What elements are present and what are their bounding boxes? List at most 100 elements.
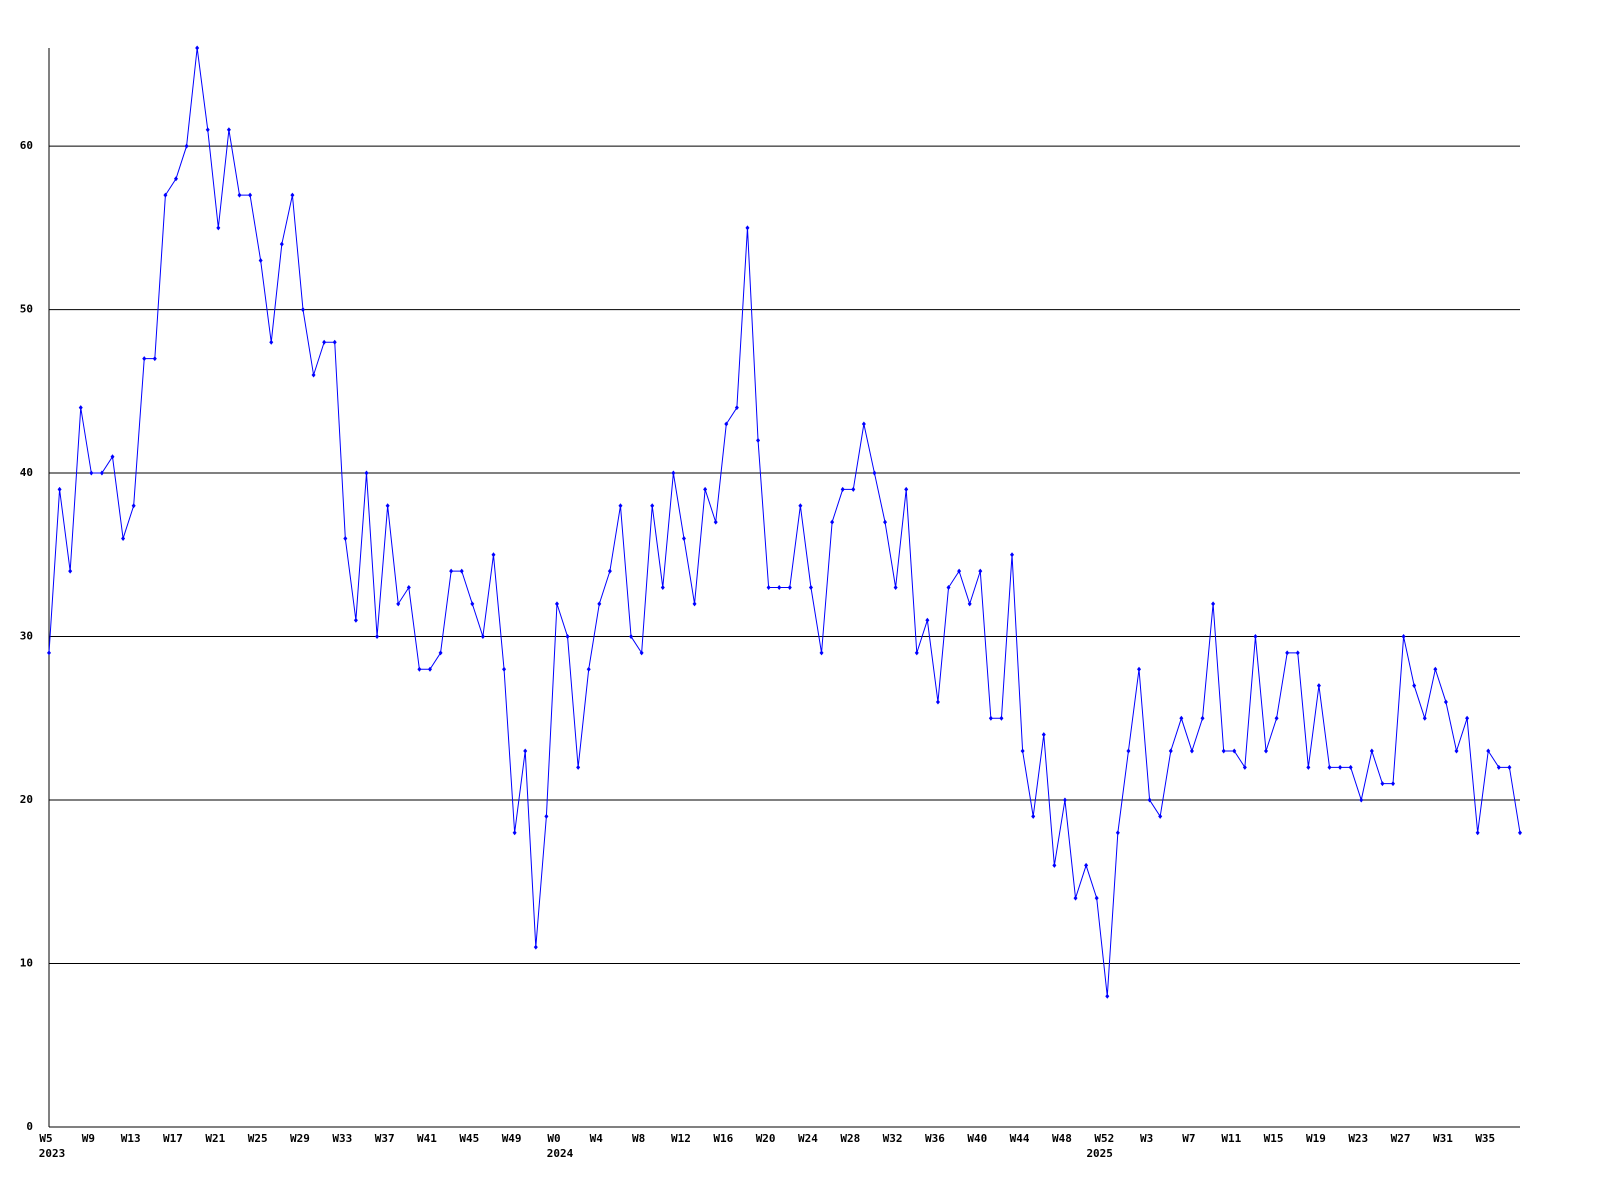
point [1126, 748, 1131, 754]
point [629, 634, 634, 640]
point [544, 813, 549, 819]
point [1285, 650, 1290, 656]
point [1338, 764, 1343, 770]
point [914, 650, 919, 656]
point [470, 601, 475, 607]
point [110, 454, 115, 460]
point [57, 486, 62, 492]
x-tick-label: W31 [1433, 1132, 1453, 1145]
point [1518, 830, 1522, 836]
x-tick-label: W40 [967, 1132, 987, 1145]
x-tick-label: W23 [1348, 1132, 1368, 1145]
point [1380, 781, 1385, 787]
x-tick-label: W13 [121, 1132, 141, 1145]
point [491, 552, 496, 558]
point [322, 339, 327, 345]
point [851, 486, 856, 492]
point [1401, 634, 1406, 640]
point [935, 699, 940, 705]
point [798, 503, 803, 509]
x-tick-label: W20 [756, 1132, 776, 1145]
y-tick-label: 60 [20, 139, 33, 152]
point [576, 764, 581, 770]
point [1179, 715, 1184, 721]
x-tick-label: W36 [925, 1132, 945, 1145]
point [173, 176, 178, 182]
point [1137, 666, 1142, 672]
x-tick-label: W9 [82, 1132, 95, 1145]
point [1158, 813, 1163, 819]
x-tick-label: W29 [290, 1132, 310, 1145]
point [819, 650, 824, 656]
point [1369, 748, 1374, 754]
point [967, 601, 972, 607]
point [681, 535, 686, 541]
point [1412, 683, 1417, 689]
point [1306, 764, 1311, 770]
point [1465, 715, 1470, 721]
point [999, 715, 1004, 721]
point [639, 650, 644, 656]
point [554, 601, 559, 607]
x-tick-label: W5 [39, 1132, 52, 1145]
point [565, 634, 570, 640]
point [1073, 895, 1078, 901]
point [1486, 748, 1491, 754]
point [438, 650, 443, 656]
point [99, 470, 104, 476]
point [417, 666, 422, 672]
point [427, 666, 432, 672]
point [89, 470, 94, 476]
point [988, 715, 993, 721]
point [47, 650, 51, 656]
point [311, 372, 316, 378]
point [671, 470, 676, 476]
point [840, 486, 845, 492]
point [724, 421, 729, 427]
y-tick-label: 0 [26, 1120, 33, 1133]
point [1052, 862, 1057, 868]
point [1295, 650, 1300, 656]
point [205, 127, 210, 133]
point [1200, 715, 1205, 721]
point [237, 192, 242, 198]
x-tick-label: W4 [590, 1132, 604, 1145]
point [618, 503, 623, 509]
point [1084, 862, 1089, 868]
point [1454, 748, 1459, 754]
x-tick-label: W45 [459, 1132, 479, 1145]
point [1115, 830, 1120, 836]
point [152, 356, 157, 362]
x-tick-label: W7 [1182, 1132, 1195, 1145]
point [226, 127, 231, 133]
x-tick-label: W27 [1391, 1132, 1411, 1145]
x-tick-label: W25 [248, 1132, 268, 1145]
x-tick-label: W48 [1052, 1132, 1072, 1145]
point [258, 258, 263, 264]
point [131, 503, 136, 509]
point [1433, 666, 1438, 672]
point [216, 225, 221, 231]
point [1359, 797, 1364, 803]
x-year-label: 2024 [547, 1147, 574, 1160]
point [523, 748, 528, 754]
point [1168, 748, 1173, 754]
x-tick-label: W17 [163, 1132, 183, 1145]
point [745, 225, 750, 231]
point [946, 585, 951, 590]
point [650, 503, 655, 509]
point [248, 192, 253, 198]
point [1031, 813, 1036, 819]
point [734, 405, 739, 411]
point [713, 519, 718, 525]
point [290, 192, 295, 198]
point [1475, 830, 1480, 836]
point [777, 585, 782, 590]
point [406, 585, 411, 590]
point [502, 666, 507, 672]
point [872, 470, 877, 476]
point [385, 503, 390, 509]
x-tick-label: W41 [417, 1132, 437, 1145]
